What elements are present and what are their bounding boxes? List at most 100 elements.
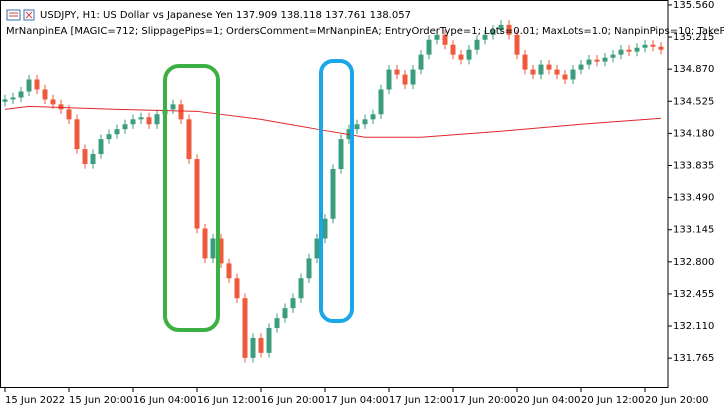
candle-body [82, 149, 88, 164]
candle-body [594, 59, 600, 62]
candle-body [370, 114, 376, 120]
y-tick-label: 132.455 [673, 289, 714, 300]
y-tick-label: 133.835 [673, 160, 714, 171]
highlight-green [163, 64, 220, 332]
candle-body [114, 129, 120, 135]
candle-body [18, 91, 24, 98]
candle-body [330, 169, 336, 219]
candle-body [74, 119, 80, 150]
candle-body [338, 139, 344, 170]
x-tick-label: 16 Jun 04:00 [133, 395, 197, 406]
candle-body [466, 49, 472, 60]
candle-body [306, 258, 312, 279]
candle-body [450, 44, 456, 55]
x-tick-label: 20 Jun 12:00 [581, 395, 645, 406]
candle-body [290, 298, 296, 309]
y-tick-label: 133.145 [673, 225, 714, 236]
candle-body [242, 298, 248, 358]
x-tick-label: 16 Jun 12:00 [197, 395, 261, 406]
candle-body [322, 218, 328, 239]
candle-body [578, 64, 584, 70]
candle-body [418, 54, 424, 70]
candle-body [186, 119, 192, 160]
y-tick-label: 134.525 [673, 96, 714, 107]
candle-body [442, 34, 448, 45]
candle-body [66, 109, 72, 120]
candle-body [202, 228, 208, 259]
candle-body [642, 44, 648, 48]
candle-body [394, 69, 400, 75]
candle-body [226, 263, 232, 279]
candle-body [562, 74, 568, 80]
candle-body [538, 64, 544, 75]
y-tick-label: 133.490 [673, 193, 714, 204]
x-tick-label: 15 Jun 20:00 [69, 395, 133, 406]
x-tick-label: 17 Jun 20:00 [453, 395, 517, 406]
candle-body [170, 104, 176, 110]
candle-body [458, 54, 464, 60]
candle-body [602, 57, 608, 62]
candle-body [130, 119, 136, 125]
candle-body [586, 59, 592, 65]
candle-body [2, 99, 8, 102]
candle-body [314, 238, 320, 259]
candle-body [34, 79, 40, 90]
candle-body [258, 337, 264, 353]
candle-body [546, 64, 552, 70]
x-tick-label: 17 Jun 04:00 [325, 395, 389, 406]
candle-body [474, 39, 480, 50]
x-tick-label: 20 Jun 04:00 [517, 395, 581, 406]
candle-body [410, 69, 416, 85]
candle-body [482, 34, 488, 40]
candle-body [490, 29, 496, 35]
candle-body [122, 124, 128, 130]
candle-body [530, 69, 536, 75]
candle-body [650, 44, 656, 47]
candle-body [274, 318, 280, 328]
x-tick-label: 16 Jun 20:00 [261, 395, 325, 406]
candle-body [26, 79, 32, 92]
candle-body [10, 97, 16, 100]
candle-body [106, 134, 112, 140]
candle-body [154, 114, 160, 125]
candle-body [234, 278, 240, 299]
moving-average [4, 105, 662, 138]
candle-body [194, 159, 200, 229]
candle-body [250, 337, 256, 358]
x-tick-label: 20 Jun 20:00 [645, 395, 709, 406]
candle-body [98, 139, 104, 155]
candle-body [362, 119, 368, 125]
candle-body [218, 238, 224, 264]
candle-body [50, 99, 56, 105]
candle-body [402, 74, 408, 85]
x-tick-label: 17 Jun 12:00 [389, 395, 453, 406]
candle-body [426, 39, 432, 55]
candle-body [570, 69, 576, 80]
candle-body [626, 49, 632, 52]
candle-body [434, 34, 440, 40]
candle-body [138, 117, 144, 120]
candle-body [618, 49, 624, 55]
candle-body [610, 54, 616, 58]
highlight-blue [319, 59, 354, 323]
y-tick-label: 135.215 [673, 32, 714, 43]
y-tick-label: 134.180 [673, 128, 714, 139]
plot-area [2, 20, 664, 363]
candle-body [386, 69, 392, 90]
chart-title: USDJPY, H1: US Dollar vs Japanese Yen 13… [40, 10, 411, 21]
candle-body [514, 34, 520, 55]
candle-body [554, 69, 560, 75]
candle-body [42, 89, 48, 100]
candle-body [58, 104, 64, 110]
candle-body [378, 89, 384, 115]
candle-body [90, 154, 96, 164]
y-tick-label: 135.560 [673, 0, 714, 11]
y-tick-label: 132.110 [673, 321, 714, 332]
plot-frame [0, 0, 669, 388]
candle-body [266, 327, 272, 353]
y-tick-label: 132.800 [673, 257, 714, 268]
candle-body [210, 238, 216, 259]
candle-body [658, 46, 664, 50]
